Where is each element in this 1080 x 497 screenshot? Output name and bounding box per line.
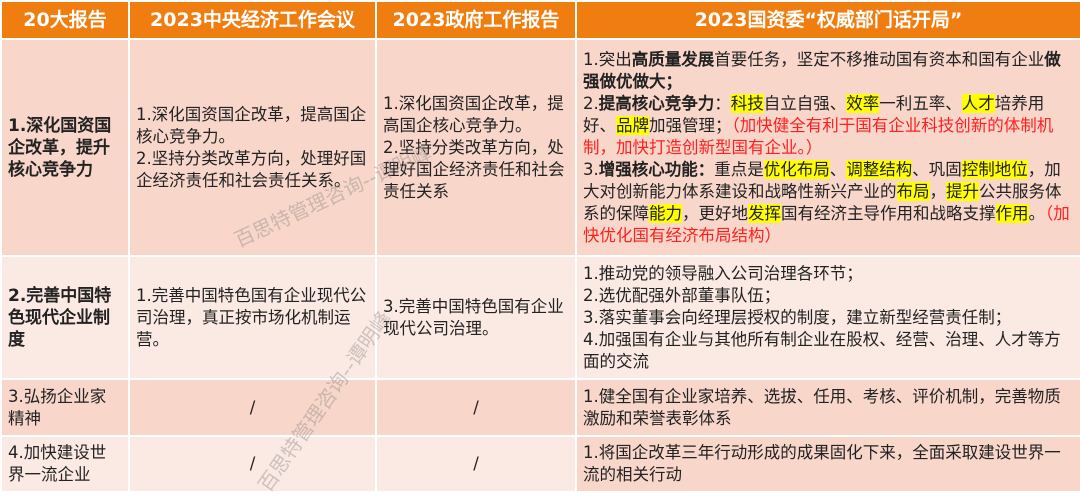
topic-cell: 2.完善中国特色现代企业制度 [0, 255, 130, 380]
sasac-cell: 1.推动党的领导融入公司治理各环节； 2.选优配强外部董事队伍； 3.落实董事会… [575, 255, 1080, 380]
highlighted-segment: 能力 [649, 203, 682, 223]
highlighted-segment: 优化布局 [763, 159, 830, 179]
text-segment: 。 [1028, 203, 1046, 223]
table-row: 2.完善中国特色现代企业制度 1.完善中国特色国有企业现代公司治理，真正按市场化… [0, 255, 1080, 380]
topic-cell: 4.加快建设世界一流企业 [0, 435, 130, 493]
gov-item: 1.深化国资国企改革，提高国企核心竞争力。 [383, 93, 564, 135]
topic-cell: 3.弘扬企业家精神 [0, 378, 130, 437]
text-segment: 、巩固 [912, 159, 962, 179]
text-segment: 1.突出 [583, 49, 632, 69]
sasac-item: 3.落实董事会向经理层授权的制度，建立新型经营责任制； [583, 307, 1012, 327]
text-segment: 、 [829, 159, 847, 179]
text-segment: 一利五率、 [879, 93, 962, 113]
cewc-cell: 1.完善中国特色国有企业现代公司治理，真正按市场化机制运营。 [128, 255, 377, 380]
cewc-cell: 1.深化国资国企改革，提高国企核心竞争力。 2.坚持分类改革方向，处理好国企经济责… [128, 38, 377, 257]
highlighted-segment: 作用 [995, 203, 1029, 223]
text-segment: 加强管理； [649, 115, 732, 135]
gov-cell: 1.深化国资国企改革，提高国企核心竞争力。 2.坚持分类改革方向，处理好国企经济责… [375, 38, 577, 257]
text-segment: 2. [583, 93, 599, 113]
red-note-segment: （加快优化国有经济布局结构） [583, 203, 1070, 245]
cewc-item: 2.坚持分类改革方向，处理好国企经济责任和社会责任关系。 [136, 148, 367, 190]
gov-cell: / [375, 435, 577, 493]
sasac-item: 2.选优配强外部董事队伍； [583, 285, 781, 305]
text-segment: 首要任务，坚定不移推动国有资本和国有企业 [714, 49, 1045, 69]
red-note-segment: （加快健全有利于国有企业科技创新的体制机制，加快打造创新型国有企业。） [583, 115, 1054, 157]
highlighted-segment: 科技 [730, 93, 764, 113]
highlighted-segment: 提升 [946, 181, 979, 201]
header-cewc-2023: 2023中央经济工作会议 [128, 0, 377, 40]
cewc-cell: / [128, 435, 377, 493]
header-sasac-2023: 2023国资委“权威部门话开局” [575, 0, 1080, 40]
text-segment: 自立自强、 [763, 93, 847, 113]
topic-cell: 1.深化国资国企改革，提升核心竞争力 [0, 38, 130, 257]
highlighted-segment: 发挥 [748, 203, 781, 223]
text-segment: 国有经济主导作用和战略支撑 [781, 203, 996, 223]
sasac-item: 4.加强国有企业与其他所有制企业在股权、经营、治理、人才等方面的交流 [583, 329, 1061, 371]
sasac-cell-rich: 1.突出高质量发展首要任务，坚定不移推动国有资本和国有企业做强做优做大； 2.提高… [575, 38, 1080, 257]
table-row: 1.深化国资国企改革，提升核心竞争力 1.深化国资国企改革，提高国企核心竞争力。… [0, 38, 1080, 257]
text-segment: ， [929, 181, 947, 201]
text-segment: 3. [583, 159, 599, 179]
bold-segment: 提高核心竞争力 [598, 93, 715, 113]
highlighted-segment: 人才 [961, 93, 995, 113]
highlighted-segment: 效率 [846, 93, 880, 113]
highlighted-segment: 控制地位 [961, 159, 1028, 179]
text-segment: ： [714, 93, 731, 113]
text-segment: ，加大对创新能力体系建设和战略性新兴产业的 [583, 159, 1061, 201]
text-segment: 重点是 [714, 159, 764, 179]
text-segment: 培养用好、 [583, 93, 1045, 135]
header-row: 20大报告 2023中央经济工作会议 2023政府工作报告 2023国资委“权威… [0, 0, 1080, 40]
bold-segment: 高质量发展 [631, 49, 715, 69]
table-row: 4.加快建设世界一流企业 / / 1.将国企改革三年行动形成的成果固化下来，全面… [0, 435, 1080, 493]
highlighted-segment: 品牌 [616, 115, 649, 135]
highlighted-segment: 布局 [896, 181, 930, 201]
sasac-cell: 1.将国企改革三年行动形成的成果固化下来，全面采取建设世界一流的相关行动 [575, 435, 1080, 493]
cewc-item: 1.深化国资国企改革，提高国企核心竞争力。 [136, 104, 367, 146]
table-row: 3.弘扬企业家精神 / / 1.健全国有企业家培养、选拔、任用、考核、评价机制，… [0, 378, 1080, 437]
gov-cell: 3.完善中国特色国有企业现代公司治理。 [375, 255, 577, 380]
sasac-item: 1.推动党的领导融入公司治理各环节； [583, 263, 863, 283]
text-segment: 公共服务体系的保障 [583, 181, 1062, 223]
highlighted-segment: 调整结构 [846, 159, 913, 179]
header-gov-report-2023: 2023政府工作报告 [375, 0, 577, 40]
gov-cell: / [375, 378, 577, 437]
text-segment: ，更好地 [682, 203, 748, 223]
sasac-cell: 1.健全国有企业家培养、选拔、任用、考核、评价机制，完善物质激励和荣誉表彰体系 [575, 378, 1080, 437]
bold-segment: 做强做优做大； [583, 49, 1061, 91]
cewc-cell: / [128, 378, 377, 437]
bold-segment: 增强核心功能： [598, 159, 715, 179]
header-20th-report: 20大报告 [0, 0, 130, 40]
gov-item: 2.坚持分类改革方向，处理好国企经济责任和社会责任关系 [383, 137, 565, 201]
